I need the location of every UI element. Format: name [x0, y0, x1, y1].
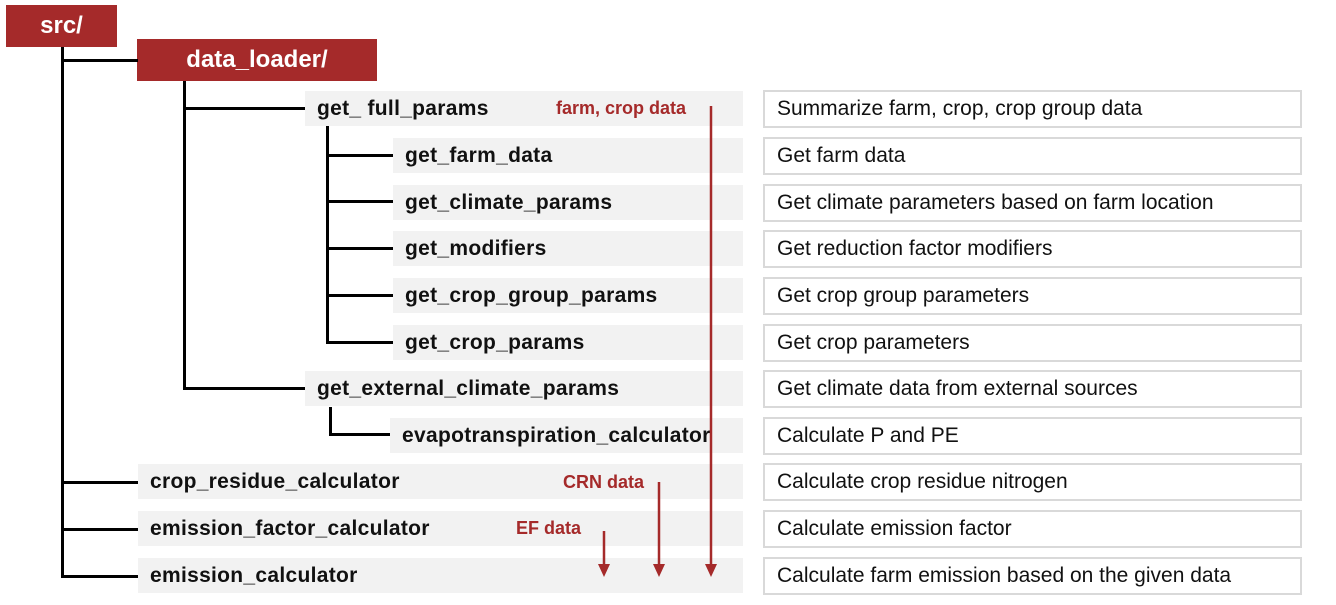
- node-get-crop-params: get_crop_params: [393, 325, 743, 360]
- tree-branch-modifiers: [326, 247, 393, 250]
- desc-get-external-climate-params: Get climate data from external sources: [763, 370, 1302, 408]
- tree-branch-external-climate: [183, 387, 305, 390]
- tree-trunk-external-climate: [329, 407, 332, 435]
- flow-arrowhead-crn: [653, 564, 665, 577]
- node-evapotranspiration-calculator: evapotranspiration_calculator: [390, 418, 743, 453]
- desc-get-modifiers: Get reduction factor modifiers: [763, 230, 1302, 268]
- desc-evapotranspiration-calculator: Calculate P and PE: [763, 417, 1302, 455]
- desc-emission-calculator: Calculate farm emission based on the giv…: [763, 557, 1302, 595]
- node-emission-factor-calculator: emission_factor_calculator: [138, 511, 743, 546]
- package-folder-label: data_loader/: [137, 39, 377, 81]
- desc-get-full-params: Summarize farm, crop, crop group data: [763, 90, 1302, 128]
- tree-branch-crop-residue: [61, 481, 138, 484]
- flow-label-ef: EF data: [516, 518, 582, 538]
- flow-label-crn: CRN data: [563, 472, 645, 492]
- node-get-full-params: get_ full_params: [305, 91, 743, 126]
- tree-branch-evapotranspiration: [329, 433, 390, 436]
- tree-branch-emission: [61, 575, 138, 578]
- desc-get-crop-params: Get crop parameters: [763, 324, 1302, 362]
- node-get-farm-data: get_farm_data: [393, 138, 743, 173]
- flow-arrowhead-ef: [598, 564, 610, 577]
- desc-get-farm-data: Get farm data: [763, 137, 1302, 175]
- root-folder-label: src/: [6, 5, 117, 47]
- node-emission-calculator: emission_calculator: [138, 558, 743, 593]
- desc-crop-residue-calculator: Calculate crop residue nitrogen: [763, 463, 1302, 501]
- tree-branch-crop-group-params: [326, 294, 393, 297]
- flow-label-farm-crop: farm, crop data: [556, 98, 687, 118]
- tree-trunk-package: [183, 81, 186, 390]
- tree-branch-emission-factor: [61, 528, 138, 531]
- desc-get-crop-group-params: Get crop group parameters: [763, 277, 1302, 315]
- node-get-crop-group-params: get_crop_group_params: [393, 278, 743, 313]
- node-get-climate-params: get_climate_params: [393, 185, 743, 220]
- node-get-modifiers: get_modifiers: [393, 231, 743, 266]
- tree-branch-package: [61, 59, 138, 62]
- tree-branch-full-params: [183, 107, 305, 110]
- tree-branch-climate-params: [326, 200, 393, 203]
- tree-branch-farm-data: [326, 154, 393, 157]
- desc-emission-factor-calculator: Calculate emission factor: [763, 510, 1302, 548]
- node-get-external-climate-params: get_external_climate_params: [305, 371, 743, 406]
- tree-trunk-root: [61, 47, 64, 578]
- node-crop-residue-calculator: crop_residue_calculator: [138, 464, 743, 499]
- desc-get-climate-params: Get climate parameters based on farm loc…: [763, 184, 1302, 222]
- tree-trunk-full-params: [326, 126, 329, 344]
- tree-branch-crop-params: [326, 341, 393, 344]
- flow-arrowhead-farm-crop: [705, 564, 717, 577]
